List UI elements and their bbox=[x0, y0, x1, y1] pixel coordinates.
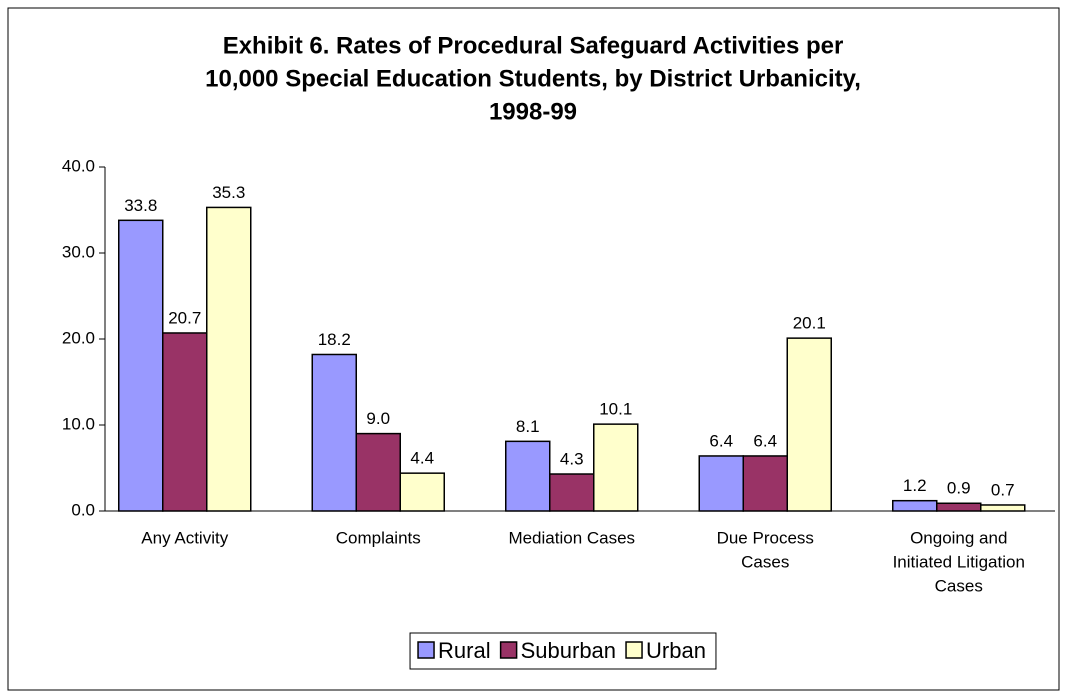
data-label: 20.7 bbox=[168, 308, 201, 327]
data-label: 33.8 bbox=[124, 196, 157, 215]
bar bbox=[549, 473, 595, 512]
data-label: 0.9 bbox=[947, 479, 971, 498]
bar bbox=[311, 353, 357, 512]
chart-title: Exhibit 6. Rates of Procedural Safeguard… bbox=[223, 32, 844, 59]
bar bbox=[892, 499, 938, 512]
x-tick-label: Cases bbox=[741, 552, 789, 571]
bar bbox=[742, 455, 788, 512]
data-label: 10.1 bbox=[599, 400, 632, 419]
data-label: 6.4 bbox=[753, 431, 777, 450]
x-tick-label: Complaints bbox=[336, 528, 421, 547]
data-label: 4.3 bbox=[560, 450, 584, 469]
x-tick-label: Initiated Litigation bbox=[893, 552, 1025, 571]
bar bbox=[936, 502, 982, 512]
data-label: 4.4 bbox=[410, 449, 434, 468]
x-tick-label: Due Process bbox=[717, 528, 814, 547]
chart-title: 1998-99 bbox=[489, 98, 577, 125]
x-tick-label: Cases bbox=[935, 576, 983, 595]
y-tick-label: 30.0 bbox=[62, 242, 95, 261]
bar bbox=[355, 432, 401, 512]
legend-label: Urban bbox=[646, 638, 706, 663]
bar bbox=[698, 455, 744, 512]
x-tick-label: Mediation Cases bbox=[508, 528, 635, 547]
bar bbox=[399, 472, 445, 512]
y-tick-label: 10.0 bbox=[62, 414, 95, 433]
data-label: 9.0 bbox=[366, 409, 390, 428]
legend bbox=[409, 632, 717, 670]
data-label: 35.3 bbox=[212, 183, 245, 202]
legend-label: Suburban bbox=[521, 638, 616, 663]
data-label: 1.2 bbox=[903, 476, 927, 495]
bar bbox=[118, 219, 164, 512]
y-tick-label: 20.0 bbox=[62, 328, 95, 347]
bar bbox=[980, 504, 1026, 512]
bar bbox=[162, 332, 208, 512]
legend-swatch bbox=[417, 641, 435, 659]
bar bbox=[206, 206, 252, 512]
bar bbox=[593, 423, 639, 512]
y-tick-label: 0.0 bbox=[71, 500, 95, 519]
legend-swatch bbox=[625, 641, 643, 659]
x-tick-label: Any Activity bbox=[141, 528, 228, 547]
legend-label: Rural bbox=[438, 638, 491, 663]
chart-frame bbox=[7, 7, 1060, 691]
legend-swatch bbox=[499, 641, 518, 659]
data-label: 18.2 bbox=[318, 330, 351, 349]
data-label: 6.4 bbox=[709, 431, 733, 450]
x-tick-label: Ongoing and bbox=[910, 528, 1007, 547]
y-tick-label: 40.0 bbox=[62, 156, 95, 175]
bar bbox=[505, 440, 551, 512]
data-label: 20.1 bbox=[793, 314, 826, 333]
data-label: 8.1 bbox=[516, 417, 540, 436]
bar bbox=[786, 337, 832, 512]
data-label: 0.7 bbox=[991, 480, 1015, 499]
chart-title: 10,000 Special Education Students, by Di… bbox=[205, 65, 861, 92]
